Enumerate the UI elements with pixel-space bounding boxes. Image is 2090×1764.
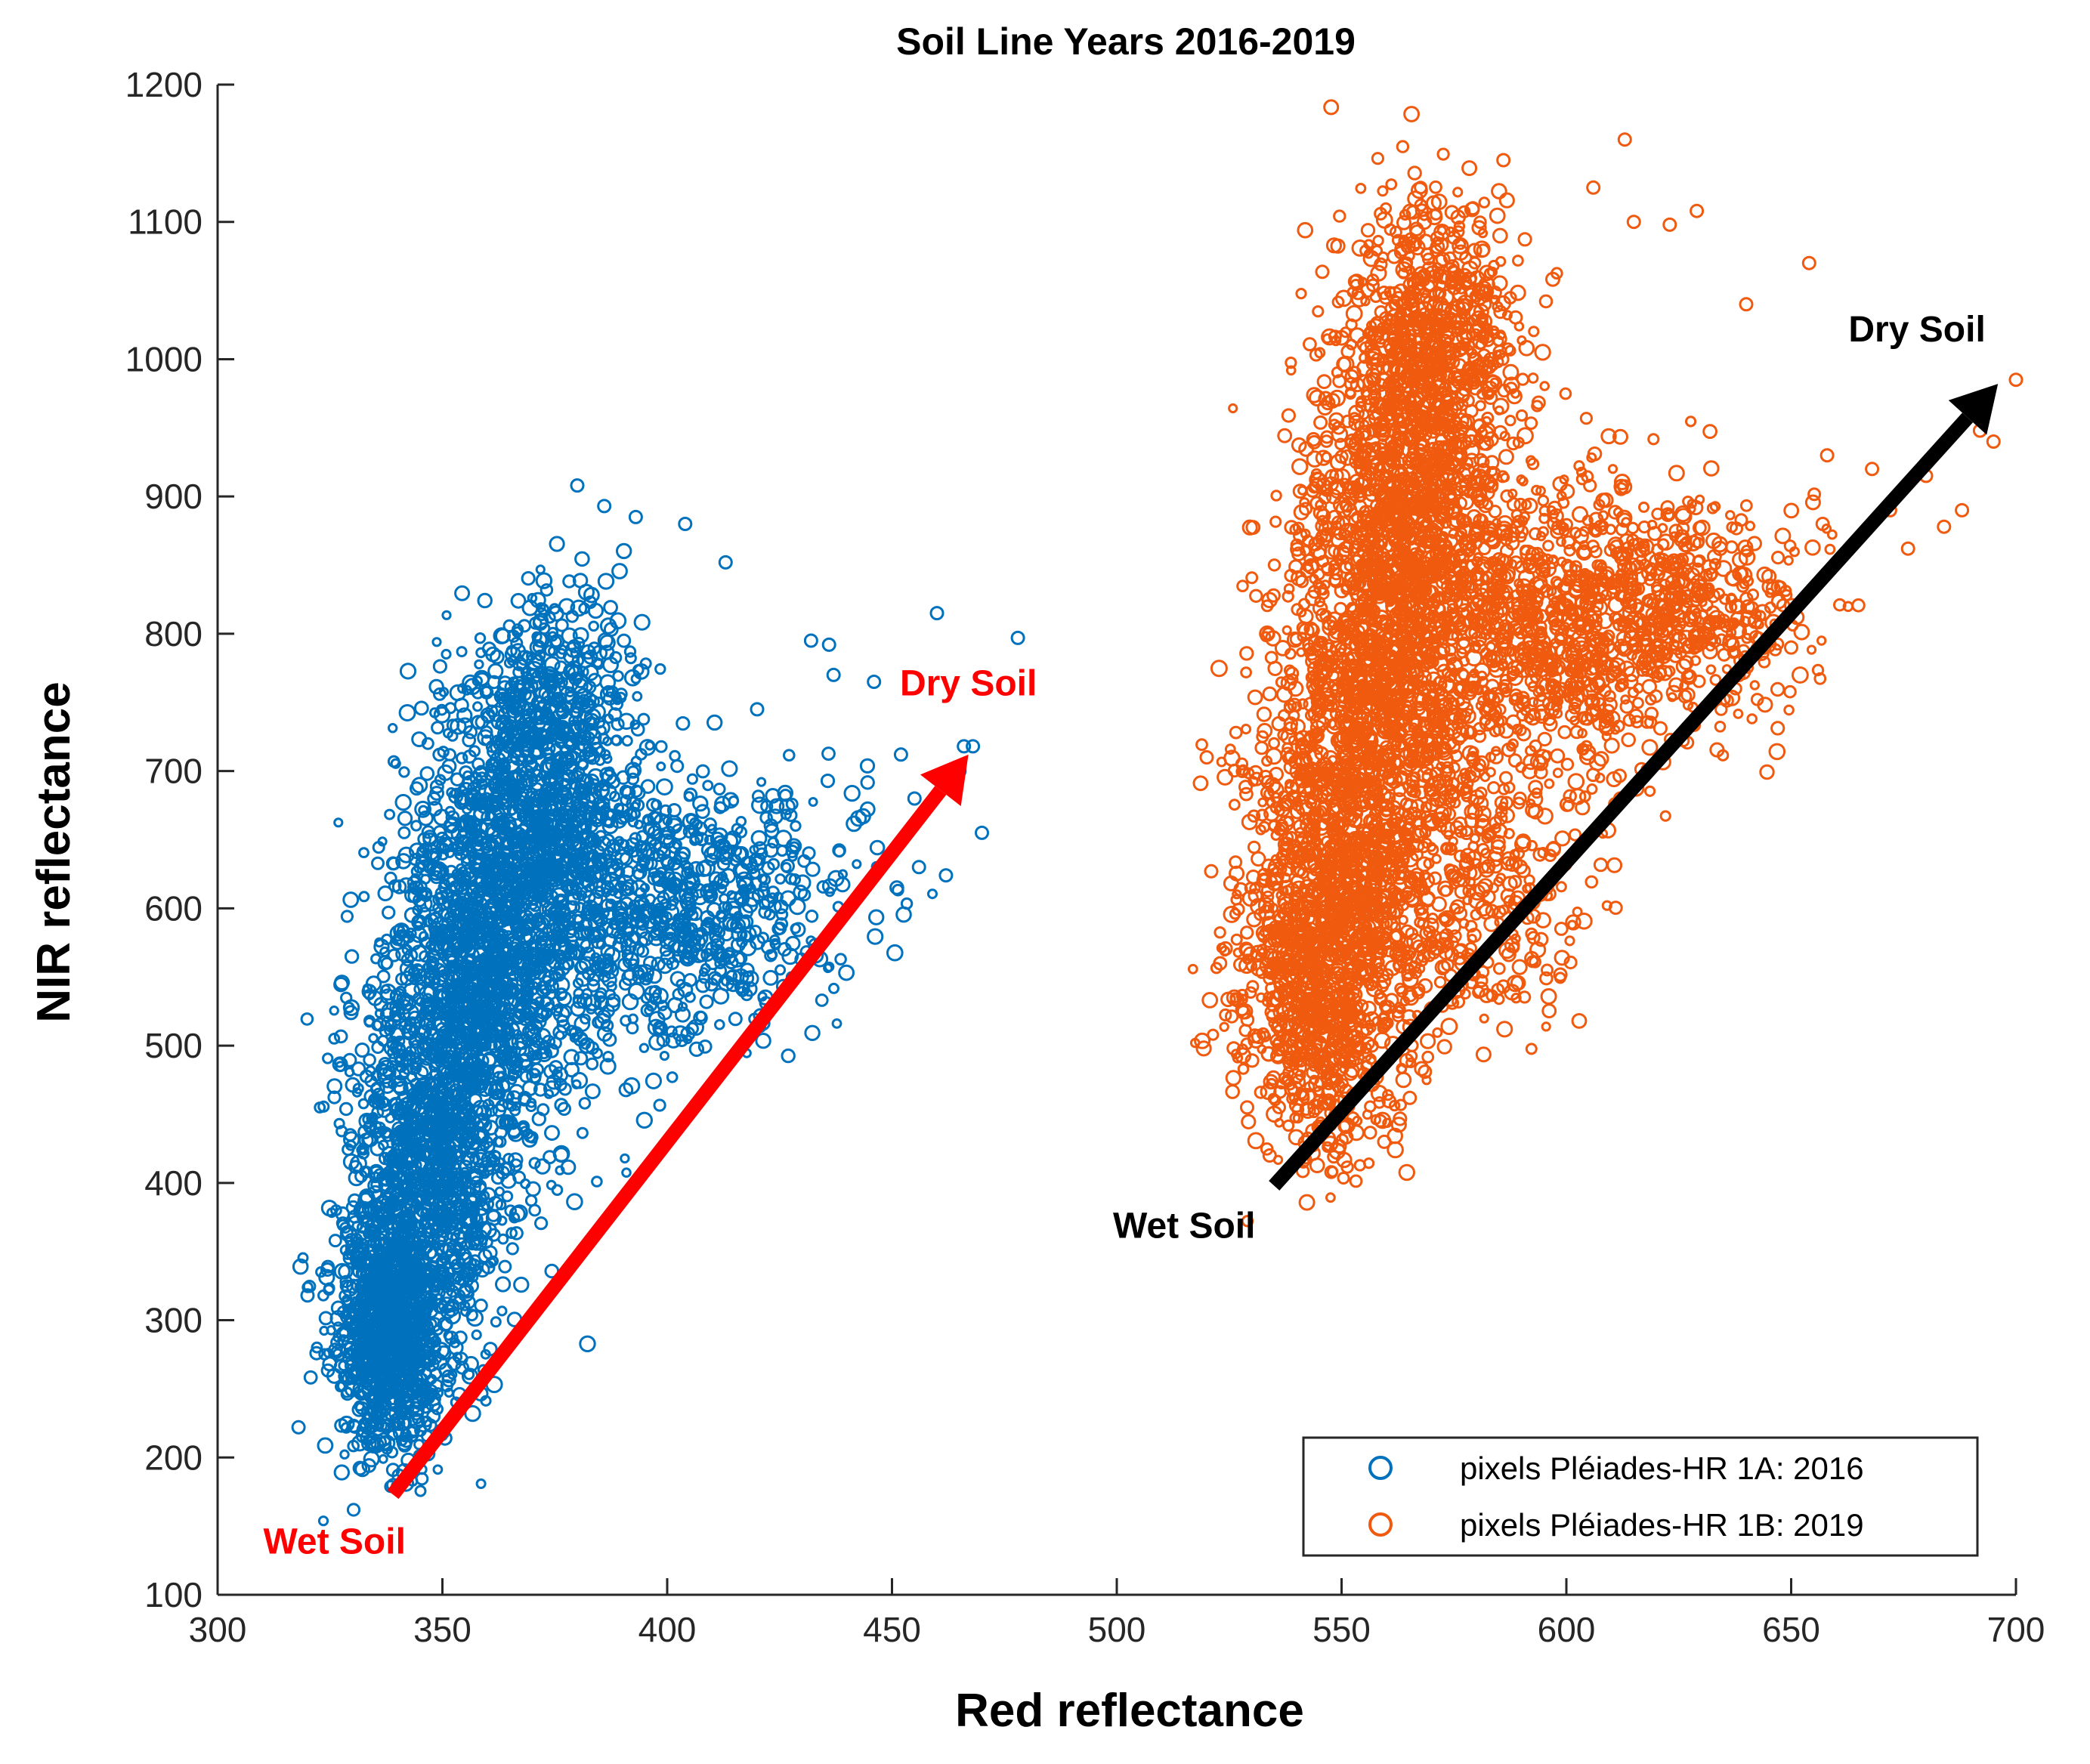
data-point [402,1425,419,1443]
data-point [297,1252,309,1264]
data-point [415,1416,432,1433]
data-point [340,1422,352,1434]
data-point [328,1033,341,1045]
data-point [333,1464,350,1481]
data-point [498,1259,512,1274]
data-point [345,1366,362,1384]
data-point [379,1422,391,1434]
data-point [342,1347,355,1360]
data-point [341,1386,354,1398]
data-point [346,1503,361,1517]
data-point [329,1310,347,1327]
data-point [426,1246,444,1263]
data-point [375,1369,386,1380]
data-point [337,1334,350,1347]
data-point [344,949,360,964]
data-point [347,1439,360,1453]
data-point [338,1415,355,1432]
data-point [464,1404,481,1423]
data-point [432,1464,444,1475]
data-point [346,1418,361,1433]
data-point [320,1259,335,1274]
data-point [339,1449,350,1460]
data-point [422,1353,437,1368]
data-point [415,1472,429,1486]
data-point [475,1478,487,1489]
data-point [378,1302,396,1320]
data-point [394,1283,407,1296]
data-point [311,1341,323,1354]
data-point [292,1258,309,1275]
data-point [350,1320,362,1331]
data-point [455,1361,470,1375]
data-points-layer [291,99,2024,1527]
data-point [333,1262,351,1280]
data-point [349,1325,366,1342]
data-point [317,1437,334,1454]
data-point [490,1316,502,1328]
data-point [391,1358,406,1373]
data-point [362,1285,378,1302]
data-point [480,1395,492,1407]
data-point [421,1383,439,1401]
data-point [387,1429,398,1441]
data-point [339,1289,352,1303]
data-point [323,1284,335,1296]
data-point [387,1379,403,1394]
data-point [320,1363,335,1378]
data-point [392,1411,406,1425]
data-point [366,1370,380,1383]
data-point [397,1390,412,1404]
data-point [354,1400,365,1412]
data-point [326,1325,337,1336]
data-point [361,1458,377,1473]
data-point [566,1193,583,1210]
data-point [346,1368,364,1386]
data-point [483,1342,498,1357]
data-point [407,1326,425,1343]
data-point [303,1370,318,1385]
data-point [381,1443,394,1455]
data-point [414,1484,427,1497]
data-point [317,1515,329,1527]
data-point [332,1348,343,1359]
data-point [354,1343,369,1358]
data-point [419,1401,432,1414]
data-point [351,1435,369,1452]
data-point [352,1460,368,1476]
data-point [505,1242,519,1256]
data-point [363,1338,373,1349]
series-0-points [291,478,1025,1527]
data-point [353,1384,370,1401]
data-point [339,1101,354,1117]
data-point [339,1244,351,1256]
data-point [357,1098,369,1110]
data-point [431,1387,444,1399]
data-point [354,1300,365,1311]
data-point [367,1420,378,1430]
data-point [363,1450,380,1468]
data-point [410,1305,423,1318]
data-point [474,1298,488,1313]
data-point [328,1234,342,1248]
data-point [333,1029,348,1044]
data-point [360,1429,376,1447]
data-point [323,1348,334,1358]
